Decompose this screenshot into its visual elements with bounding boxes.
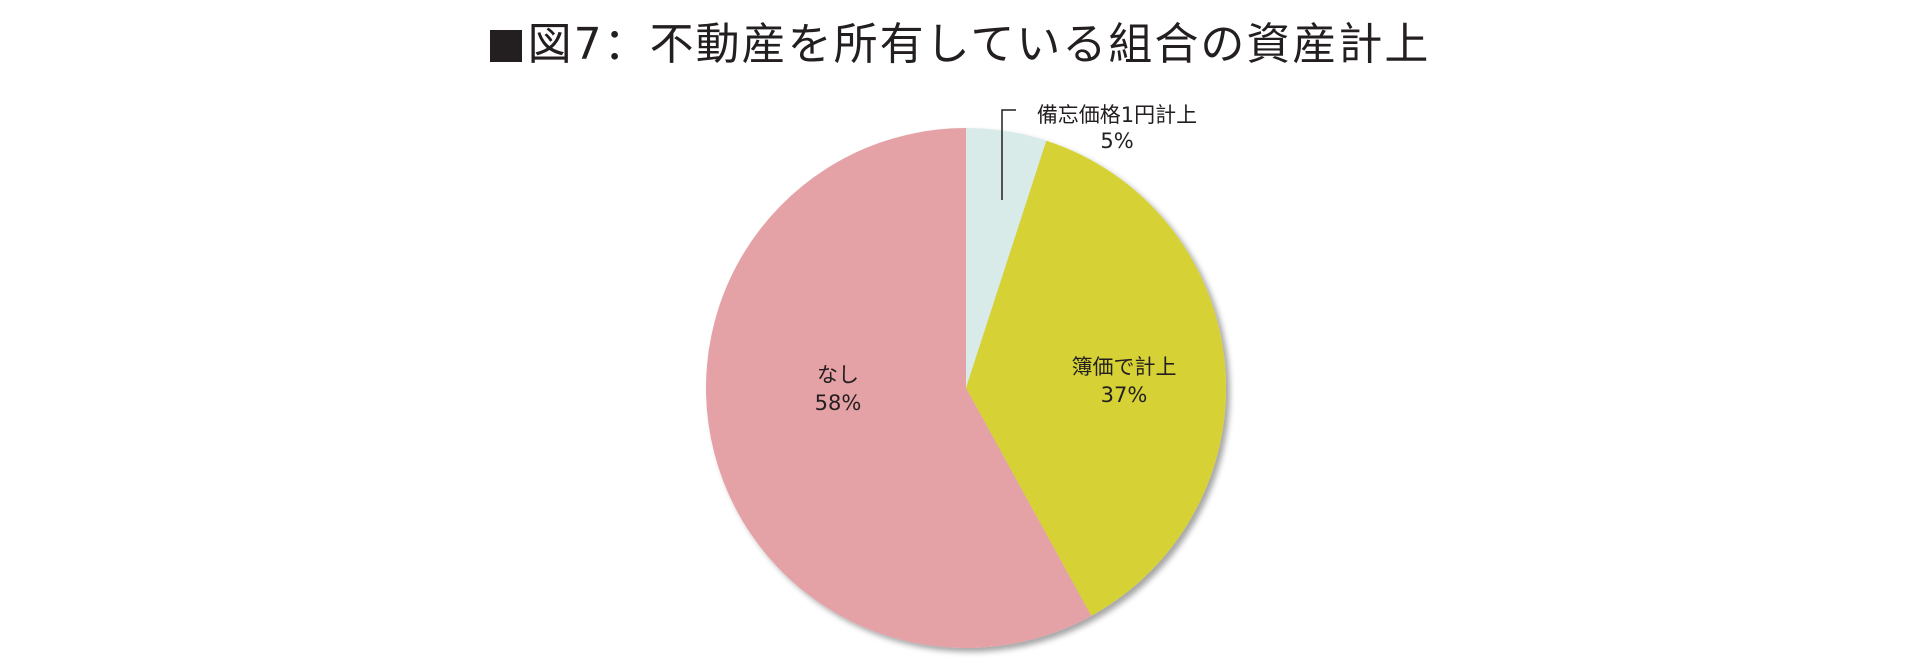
slice-value-label: 37% [1101,383,1148,407]
pie-slice [966,128,1047,388]
pie-slice [966,140,1226,616]
chart-title-text: 図7：不動産を所有している組合の資産計上 [527,19,1431,70]
slice-value-label: 5% [1100,129,1133,153]
slice-name-label: 簿価で計上 [1072,355,1177,379]
pie-slices [705,128,1226,648]
pie-slice [705,128,1092,648]
slice-name-label: 備忘価格1円計上 [1037,103,1197,127]
leader-line [1001,109,1016,200]
slice-name-label: なし [817,363,859,387]
title-square-icon [489,30,522,62]
chart-title: 図7：不動産を所有している組合の資産計上 [0,8,1920,72]
slice-value-label: 58% [815,391,862,415]
